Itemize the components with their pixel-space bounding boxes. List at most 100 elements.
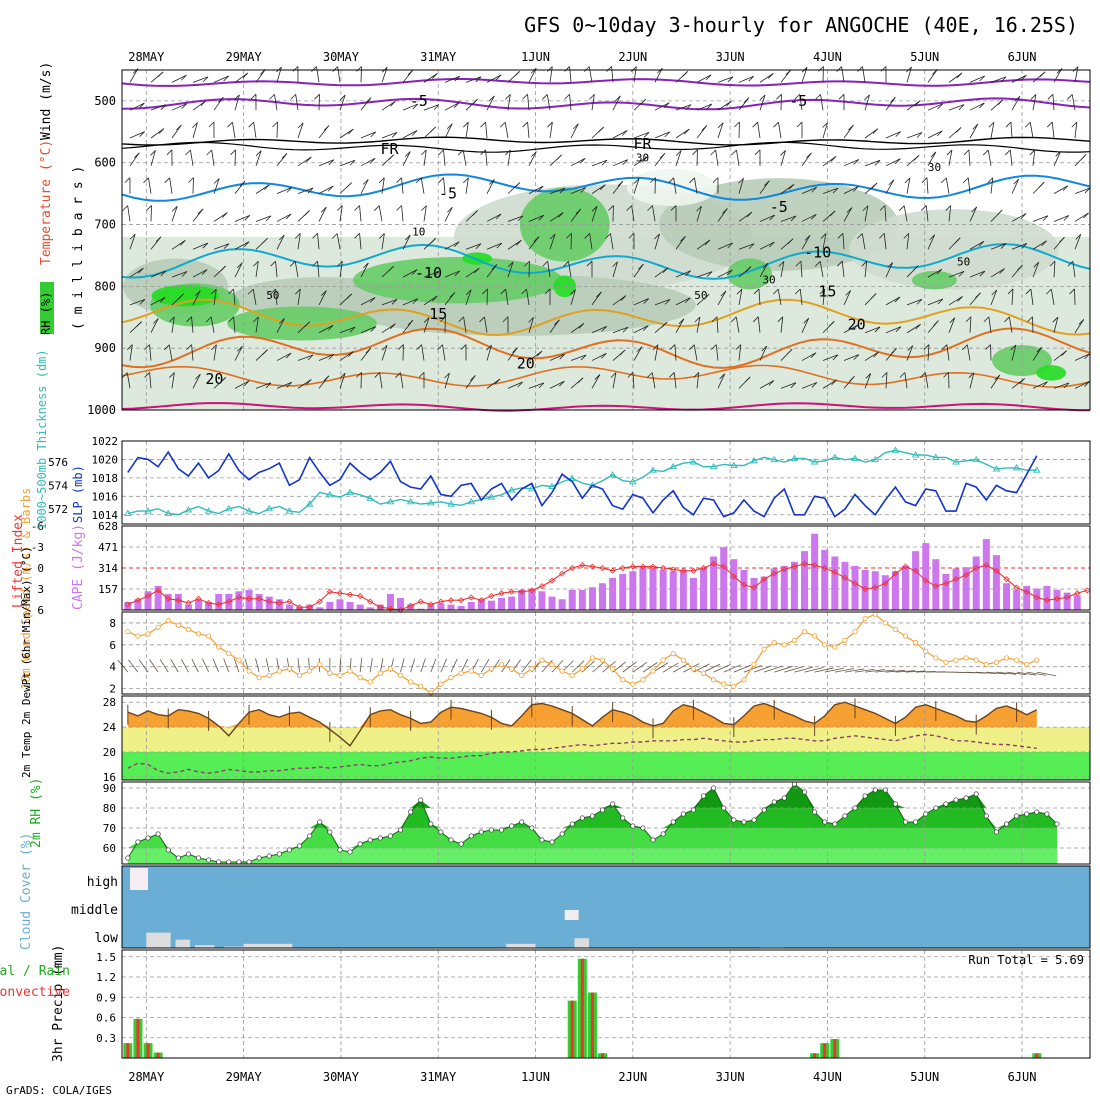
wind-barb-flag <box>706 271 713 277</box>
wind10m-point <box>993 659 1000 665</box>
cape-bar <box>326 601 334 610</box>
contour-label: FR <box>634 135 653 153</box>
wind-barb <box>318 324 334 334</box>
wind-barb-flag <box>1056 68 1063 74</box>
wind-barb <box>1053 317 1059 333</box>
wind10m-barb <box>834 668 855 673</box>
wind-barb <box>861 233 866 250</box>
wind-barb <box>381 177 385 194</box>
wind10m-barb <box>824 667 844 673</box>
wind10m-point <box>1024 661 1030 668</box>
wind-barb-flag <box>307 187 314 194</box>
wind-barb <box>507 215 524 222</box>
wind-barb-flag <box>940 177 947 184</box>
wind-barb <box>1074 122 1078 139</box>
wind-barb <box>129 267 144 278</box>
rh-point <box>781 795 787 801</box>
wind-barb-flag <box>584 233 590 239</box>
wind-barb-flag <box>861 260 868 267</box>
wind-barb-flag <box>668 372 675 378</box>
wind-barb-flag <box>395 372 401 378</box>
li-tick: -3 <box>31 541 44 554</box>
wind10m-barb <box>1006 671 1027 676</box>
wind-barb-flag <box>312 260 318 267</box>
li-point <box>548 577 556 584</box>
li-point <box>872 584 879 591</box>
wind-barb-flag <box>286 381 293 388</box>
wind-barb <box>1050 289 1055 305</box>
wind-barb-flag <box>650 177 656 183</box>
pressure-tick: 500 <box>94 94 116 108</box>
rh-tick: 80 <box>103 802 116 815</box>
wind10m-point <box>498 661 505 668</box>
wind10m-barb <box>602 661 616 673</box>
wind-barb-flag <box>169 316 175 323</box>
wind-barb <box>465 375 476 389</box>
date-label-top: 31MAY <box>420 50 457 64</box>
wind10m-point <box>741 677 747 683</box>
wind-barb <box>297 122 304 139</box>
cape-bar <box>629 571 637 610</box>
wind10m-point <box>630 681 636 687</box>
wind-barb-flag <box>891 348 897 354</box>
wind-barb <box>359 205 362 222</box>
rh-point <box>1024 811 1030 817</box>
wind-barb-flag <box>663 102 670 108</box>
wind-barb <box>423 271 440 278</box>
wind10m-point <box>953 657 959 663</box>
wind-barb-flag <box>832 187 839 194</box>
wind-barb <box>381 132 398 139</box>
rh-point <box>529 825 535 831</box>
wind-barb <box>801 213 817 222</box>
date-label-bottom: 4JUN <box>813 1070 842 1084</box>
wind-barb <box>864 159 881 167</box>
wind10m-point <box>559 668 565 674</box>
wind-barb-flag <box>907 345 914 351</box>
wind-barb <box>234 262 243 278</box>
wind-barb <box>1074 212 1089 222</box>
precip-convective-bar <box>146 1043 150 1058</box>
ylabel-millibars: ( m i l l i b a r s ) <box>71 166 86 330</box>
wind-barb-flag <box>227 121 233 128</box>
wind-barb <box>549 319 560 333</box>
wind-barb-flag <box>354 233 360 239</box>
thickness-point <box>467 497 476 505</box>
cloud-level-label: low <box>95 931 119 946</box>
wind-barb <box>717 373 726 389</box>
wind-barb-flag <box>465 289 472 296</box>
slp-tick: 1014 <box>92 509 119 522</box>
wind-barb-flag <box>222 212 228 218</box>
wind-barb-flag <box>769 241 775 248</box>
wind10m-barb <box>212 658 220 673</box>
wind-barb <box>192 242 208 250</box>
wind-barb-flag <box>785 69 792 76</box>
wind-barb-flag <box>146 205 152 211</box>
precip-convective-bar <box>813 1053 817 1058</box>
wind-barb-flag <box>557 212 564 218</box>
wind-barb <box>822 122 828 139</box>
date-label-bottom: 30MAY <box>323 1070 360 1084</box>
wind-barb <box>885 262 894 278</box>
wind-barb <box>864 94 870 111</box>
wind-barb <box>589 233 593 250</box>
wind-barb-flag <box>311 66 317 72</box>
wind-barb-flag <box>915 323 921 330</box>
cape-bar <box>952 568 960 610</box>
wind-barb <box>360 131 376 139</box>
wind-barb-flag <box>433 271 440 277</box>
wind-barb-flag <box>853 159 859 165</box>
wind-barb-flag <box>780 150 786 156</box>
contour-orange-15 <box>121 298 1091 337</box>
wind10m-barb <box>703 663 721 673</box>
rh-contour-blob <box>352 257 563 304</box>
rh-point <box>145 835 151 841</box>
precip-panel: 0.30.60.91.21.5 <box>96 949 1091 1059</box>
li-point <box>700 564 707 572</box>
wind-barb <box>528 382 545 389</box>
rh-point <box>266 853 272 859</box>
cape-bar <box>487 600 495 610</box>
wind-barb-flag <box>404 151 411 157</box>
wind-barb-flag <box>285 352 292 359</box>
wind-barb <box>402 151 411 166</box>
wind-barb-flag <box>365 97 372 103</box>
